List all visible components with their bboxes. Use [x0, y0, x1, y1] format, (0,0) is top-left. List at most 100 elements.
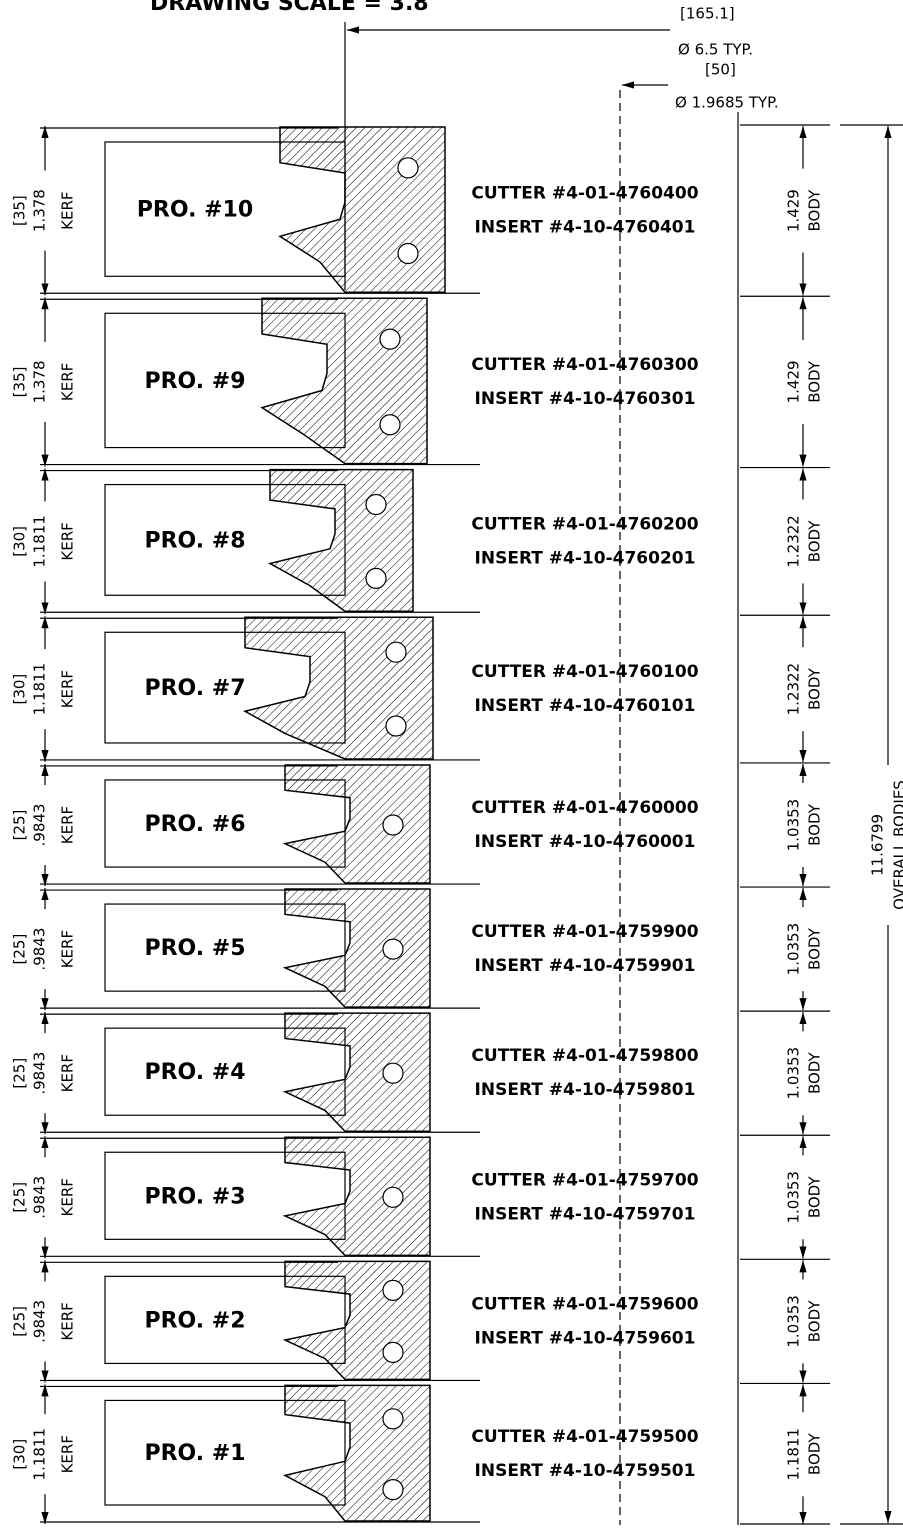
kerf-value: 1.1811	[31, 1428, 49, 1481]
cutter-section	[282, 1012, 431, 1132]
kerf-value: .9843	[31, 1176, 49, 1219]
kerf-label: KERF	[59, 806, 77, 844]
cutter-number: CUTTER #4-01-4759700	[471, 1170, 698, 1190]
profile-name: PRO. #1	[144, 1441, 245, 1466]
body-value: 1.2322	[785, 663, 803, 716]
cutter-section	[282, 1260, 431, 1381]
kerf-label: KERF	[59, 1054, 77, 1092]
bolt-hole	[382, 1341, 404, 1364]
bolt-hole	[397, 157, 419, 179]
bolt-hole	[382, 1479, 404, 1501]
insert-number: INSERT #4-10-4759801	[475, 1080, 696, 1100]
insert-number: INSERT #4-10-4760401	[475, 218, 696, 238]
kerf-value: 1.1811	[31, 515, 49, 568]
bolt-hole	[382, 814, 404, 836]
kerf-value: .9843	[31, 1300, 49, 1343]
kerf-metric: [35]	[11, 195, 29, 226]
body-value: 1.0353	[785, 799, 803, 852]
cutter-section	[282, 888, 431, 1008]
body-label: BODY	[806, 1176, 824, 1219]
cutter-section	[282, 1384, 431, 1522]
kerf-metric: [25]	[11, 1058, 29, 1089]
profile-name: PRO. #7	[144, 676, 245, 701]
cutter-number: CUTTER #4-01-4760300	[471, 355, 698, 375]
cutter-section	[267, 468, 414, 613]
kerf-label: KERF	[59, 670, 77, 708]
insert-number: INSERT #4-10-4760001	[475, 832, 696, 852]
cutter-section	[278, 126, 446, 294]
bolt-hole	[385, 715, 407, 737]
kerf-value: .9843	[31, 928, 49, 971]
bolt-hole	[382, 1186, 404, 1208]
bolt-hole	[397, 242, 419, 265]
title: DRAWING SCALE = 3.8	[150, 0, 429, 16]
overall-value: 11.6799	[869, 814, 887, 876]
body-value: 1.2322	[785, 515, 803, 568]
cutter-number: CUTTER #4-01-4759600	[471, 1294, 698, 1314]
kerf-metric: [25]	[11, 810, 29, 841]
body-value: 1.0353	[785, 1047, 803, 1100]
cutter-section	[282, 764, 431, 884]
profile-name: PRO. #3	[144, 1184, 245, 1209]
cutter-number: CUTTER #4-01-4760100	[471, 662, 698, 682]
body-label: BODY	[806, 667, 824, 710]
bolt-hole	[382, 1408, 404, 1430]
profile-name: PRO. #5	[144, 936, 245, 961]
body-label: BODY	[806, 927, 824, 970]
kerf-metric: [30]	[11, 526, 29, 557]
kerf-value: 1.378	[31, 189, 49, 232]
cutter-section	[282, 1136, 431, 1257]
kerf-value: 1.378	[31, 360, 49, 403]
body-value: 1.429	[785, 360, 803, 403]
dim-bracket: [165.1]	[680, 5, 735, 23]
kerf-metric: [35]	[11, 367, 29, 398]
profile-box	[104, 1027, 346, 1116]
profile-name: PRO. #6	[144, 812, 245, 837]
body-label: BODY	[806, 1051, 824, 1094]
bolt-hole	[385, 641, 407, 663]
kerf-label: KERF	[59, 363, 77, 401]
profile-name: PRO. #2	[144, 1308, 245, 1333]
kerf-label: KERF	[59, 930, 77, 968]
bolt-hole	[379, 414, 401, 436]
insert-number: INSERT #4-10-4760101	[475, 696, 696, 716]
insert-number: INSERT #4-10-4760201	[475, 548, 696, 568]
kerf-label: KERF	[59, 522, 77, 560]
body-label: BODY	[806, 520, 824, 563]
cutter-number: CUTTER #4-01-4760000	[471, 798, 698, 818]
body-label: BODY	[806, 803, 824, 846]
kerf-value: .9843	[31, 804, 49, 847]
bolt-hole	[382, 938, 404, 960]
profile-box	[104, 779, 346, 868]
bolt-hole	[365, 493, 387, 516]
profile-box	[104, 1275, 346, 1365]
profile-box	[104, 1151, 346, 1240]
cutter-number: CUTTER #4-01-4760400	[471, 184, 698, 204]
insert-number: INSERT #4-10-4759901	[475, 956, 696, 976]
dim-text: Ø 1.9685 TYP.	[675, 94, 779, 112]
dim-text: Ø 6.5 TYP.	[678, 41, 753, 59]
insert-number: INSERT #4-10-4759701	[475, 1204, 696, 1224]
insert-number: INSERT #4-10-4760301	[475, 389, 696, 409]
profile-name: PRO. #8	[144, 528, 245, 553]
body-label: BODY	[806, 1433, 824, 1476]
bolt-hole	[365, 567, 387, 589]
profile-box	[104, 1399, 346, 1506]
insert-number: INSERT #4-10-4759601	[475, 1328, 696, 1348]
kerf-metric: [30]	[11, 674, 29, 705]
body-value: 1.429	[785, 189, 803, 232]
profile-name: PRO. #10	[137, 198, 253, 223]
insert-number: INSERT #4-10-4759501	[475, 1461, 696, 1481]
profile-name: PRO. #4	[144, 1060, 245, 1085]
profile-box	[104, 903, 346, 992]
cutter-section	[242, 616, 434, 760]
kerf-value: .9843	[31, 1052, 49, 1095]
body-value: 1.0353	[785, 923, 803, 976]
overall-label: OVERALL BODIES	[891, 780, 903, 910]
kerf-value: 1.1811	[31, 663, 49, 716]
kerf-label: KERF	[59, 1178, 77, 1216]
kerf-metric: [25]	[11, 1182, 29, 1213]
kerf-label: KERF	[59, 1435, 77, 1473]
kerf-label: KERF	[59, 1302, 77, 1340]
